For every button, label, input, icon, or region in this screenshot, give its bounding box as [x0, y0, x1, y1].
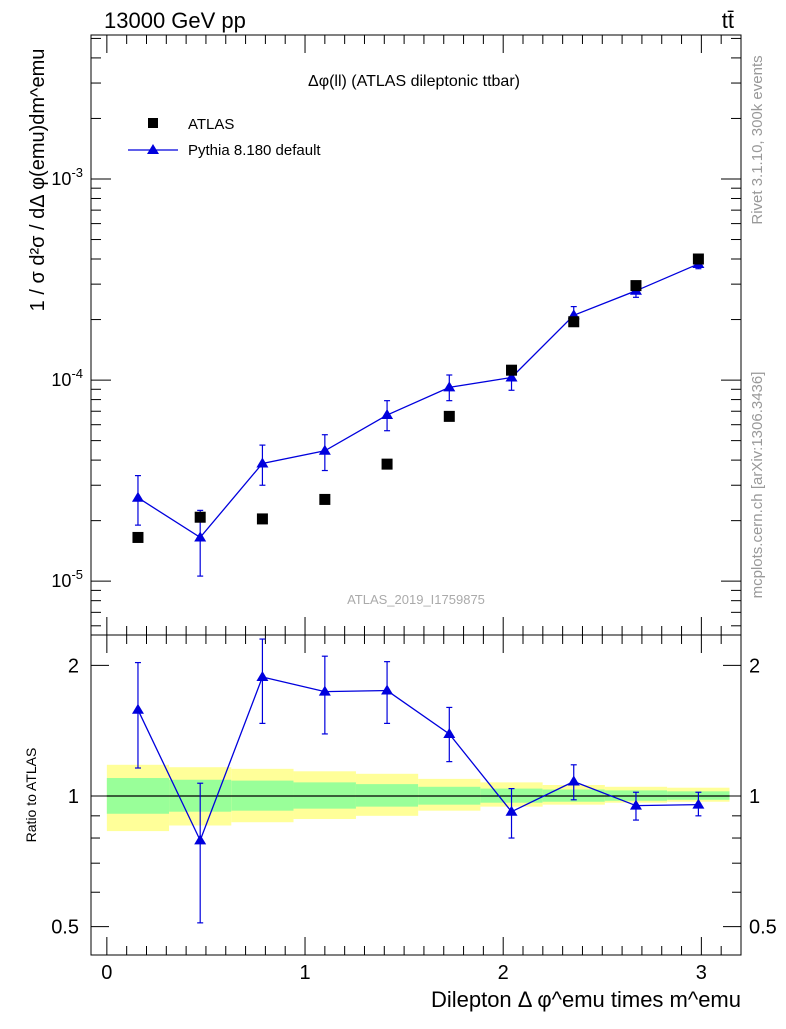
watermark: ATLAS_2019_I1759875 [347, 592, 485, 607]
side-label-mcplots: mcplots.cern.ch [arXiv:1306.3436] [749, 372, 766, 599]
main-title: Δφ(ll) (ATLAS dileptonic ttbar) [308, 73, 520, 90]
pythia-point [194, 531, 207, 542]
atlas-point [568, 316, 580, 328]
atlas-point [319, 493, 331, 505]
ratio-y-axis-label: Ratio to ATLAS [23, 748, 39, 843]
atlas-point [381, 458, 393, 470]
pythia-point [256, 457, 269, 468]
header-process: 13000 GeV pp [104, 8, 246, 33]
ratio-plot-frame [90, 634, 742, 956]
legend-label-atlas: ATLAS [188, 116, 234, 133]
ratio-point [505, 805, 518, 816]
ratio-point [567, 775, 580, 786]
pythia-point [131, 491, 144, 502]
atlas-point [692, 253, 704, 265]
header-final-state: tt̄ [722, 8, 734, 33]
side-label-rivet: Rivet 3.1.10, 300k events [749, 55, 766, 224]
ratio-point [318, 685, 331, 696]
ratio-y-tick-label-right: 0.5 [749, 917, 777, 939]
ratio-y-tick-label-right: 2 [749, 655, 760, 677]
pythia-point [381, 409, 394, 420]
main-y-tick-label: 10-3 [51, 165, 83, 189]
x-axis-label: Dilepton Δ φ^emu times m^emu [431, 987, 741, 1012]
ratio-y-tick-label: 0.5 [51, 917, 79, 939]
pythia-point [505, 371, 518, 382]
x-tick-label: 2 [498, 962, 509, 984]
ratio-line [137, 676, 699, 843]
pythia-point [443, 381, 456, 392]
ratio-point [194, 834, 207, 845]
atlas-point [630, 280, 642, 292]
atlas-point [506, 364, 518, 376]
x-tick-label: 0 [101, 962, 112, 984]
atlas-point [194, 511, 206, 523]
ratio-point [381, 684, 394, 695]
main-y-tick-label: 10-5 [51, 567, 83, 591]
band-inner [355, 784, 419, 807]
main-plot: Δφ(ll) (ATLAS dileptonic ttbar) ATLAS_20… [27, 34, 742, 636]
legend-marker-atlas [148, 118, 158, 128]
ratio-plot: Ratio to ATLAS Dilepton Δ φ^emu times m^… [23, 634, 777, 1012]
ratio-plot-content: 0.5 0.5 1 1 2 2 0 1 2 3 [51, 635, 777, 984]
ratio-point [692, 798, 705, 809]
atlas-point [132, 531, 144, 543]
pythia-point [318, 444, 331, 455]
ratio-y-tick-label: 1 [68, 786, 79, 808]
ratio-point [443, 727, 456, 738]
main-y-tick-label: 10-4 [51, 366, 83, 390]
atlas-point [256, 513, 268, 525]
ratio-point [256, 671, 269, 682]
ratio-y-tick-label: 2 [68, 655, 79, 677]
x-tick-label: 3 [696, 962, 707, 984]
x-tick-label: 1 [299, 962, 310, 984]
ratio-point [131, 703, 144, 714]
atlas-point [443, 410, 455, 422]
ratio-point [629, 799, 642, 810]
legend-label-pythia: Pythia 8.180 default [188, 142, 321, 159]
legend: ATLAS Pythia 8.180 default [128, 116, 321, 159]
main-y-axis-label: 1 / σ d²σ / dΔ φ(emu)dm^emu [27, 49, 49, 312]
legend-marker-pythia [147, 144, 159, 154]
pythia-line [137, 263, 699, 539]
ratio-y-tick-label-right: 1 [749, 786, 760, 808]
